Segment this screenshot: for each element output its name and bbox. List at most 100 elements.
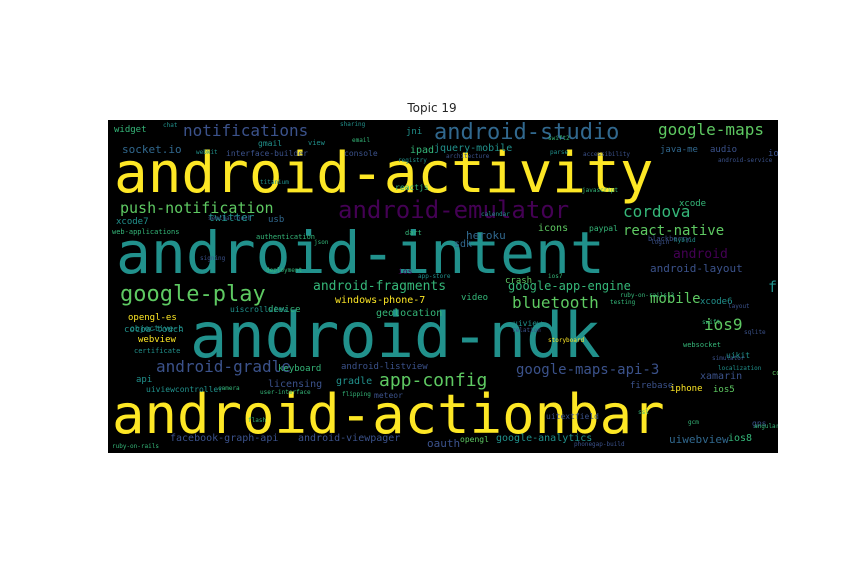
word-reactjs: reactjs — [395, 183, 429, 192]
word-objective-c: objective-c — [130, 324, 183, 333]
word-xcode: xcode — [679, 199, 707, 209]
word-heroku: heroku — [466, 229, 506, 242]
word-java-me: java-me — [660, 145, 698, 155]
word-android-emulator: android-emulator — [338, 196, 570, 224]
word-sqlite: sqlite — [744, 329, 766, 336]
word-android-small: android — [673, 247, 728, 262]
word-android-listview: android-listview — [341, 362, 428, 372]
word-authentication: authentication — [256, 233, 316, 241]
word-chat: chat — [163, 122, 178, 129]
word-crash: crash — [505, 276, 533, 286]
word-email: email — [352, 137, 371, 144]
word-console: console — [344, 149, 378, 158]
word-api: api — [136, 375, 153, 385]
word-oauth: oauth — [427, 437, 461, 450]
word-webkit: webkit — [196, 149, 218, 156]
word-javascript: javascript — [582, 187, 619, 194]
word-gradle: gradle — [336, 376, 373, 387]
word-uiscrollview: uiscrollview — [230, 305, 288, 314]
word-google-play: google-play — [120, 282, 266, 307]
word-webview: webview — [138, 335, 176, 345]
word-ipad: ipad — [410, 145, 435, 156]
word-testing: testing — [610, 299, 636, 306]
word-storyboard: storyboard — [548, 337, 585, 344]
word-android-layout: android-layout — [650, 262, 743, 275]
word-mobile: mobile — [650, 291, 701, 307]
word-sencha-touch: sencha-touch — [208, 215, 252, 222]
word-xcode7: xcode7 — [116, 217, 149, 227]
word-android-gradle: android-gradle — [156, 357, 291, 376]
word-android-viewpager: android-viewpager — [298, 433, 401, 444]
word-uikit: uikit — [726, 351, 751, 360]
word-ios9: ios9 — [704, 315, 743, 334]
word-iphone: iphone — [670, 384, 703, 394]
word-localization: localization — [718, 365, 762, 372]
word-android-activity: android-activity — [114, 141, 654, 206]
word-calendar: calendar — [481, 211, 510, 218]
word-keyboard: keyboard — [278, 364, 322, 374]
word-flash: flash — [248, 417, 267, 424]
word-uitextfield: uitextfield — [546, 412, 599, 421]
word-angularjs: angularjs — [754, 423, 778, 430]
word-gcm: gcm — [688, 419, 699, 426]
word-uiview: uiview — [513, 319, 542, 328]
word-signing: signing — [200, 255, 226, 262]
word-geolocation: geolocation — [376, 308, 443, 319]
word-ios5: ios5 — [713, 385, 735, 395]
word-cloud: android-activity android-intent android-… — [108, 120, 778, 453]
word-layout: layout — [728, 303, 750, 310]
word-titanium: titanium — [260, 179, 289, 186]
figure-title: Topic 19 — [407, 101, 457, 115]
word-app-store: app-store — [418, 273, 451, 280]
word-gps: gps — [752, 419, 767, 428]
word-usb: usb — [268, 215, 285, 225]
word-ios: ios — [398, 267, 413, 276]
word-dart: dart — [405, 229, 422, 237]
word-android-studio: android-studio — [434, 120, 620, 145]
word-jni: jni — [406, 127, 423, 137]
word-google-app-engine: google-app-engine — [508, 279, 631, 293]
word-interface-builder: interface-builder — [226, 149, 308, 158]
word-push-notification: push-notification — [120, 199, 274, 217]
word-ruby-on-rails-3: ruby-on-rails-3 — [620, 292, 675, 299]
word-paypal: paypal — [589, 224, 618, 233]
word-certificate: certificate — [134, 347, 181, 355]
word-react-native: react-native — [623, 223, 725, 239]
word-sharing: sharing — [340, 121, 366, 128]
word-blackberry: blackberry — [648, 235, 691, 243]
word-google-analytics: google-analytics — [496, 433, 593, 444]
word-video: video — [461, 293, 489, 303]
word-webscoket: websocket — [683, 341, 721, 349]
word-ios7: ios7 — [548, 273, 563, 280]
word-simulator: simulator — [712, 355, 745, 362]
word-architecture: architecture — [446, 153, 490, 160]
word-flipping: flipping — [342, 391, 371, 398]
word-facebook-graph-api: facebook-graph-api — [170, 433, 279, 444]
word-widget: widget — [114, 125, 147, 135]
word-facebook: facebook — [768, 278, 778, 296]
word-opengl-es: opengl-es — [128, 313, 177, 323]
word-cordova-plugins: cordova-plugins — [772, 369, 778, 377]
word-cordova: cordova — [623, 202, 691, 221]
word-swift: swift — [702, 319, 721, 326]
word-meteor: meteor — [374, 391, 403, 400]
word-uiviewcontroller: uiviewcontroller — [146, 385, 224, 394]
word-user-interface: user-interface — [260, 389, 311, 396]
word-android-actionbar: android-actionbar — [112, 383, 665, 446]
word-phonegap-build: phonegap-build — [574, 441, 625, 448]
word-android-intent: android-intent — [116, 219, 605, 287]
word-ionic-framework: ionic-framework — [768, 149, 778, 159]
word-uiwebview: uiwebview — [669, 433, 729, 446]
word-firebase: firebase — [630, 381, 674, 391]
word-cocoa-touch: cocoa-touch — [124, 325, 184, 335]
word-jquery-mobile: jquery-mobile — [434, 143, 513, 154]
word-relation: relation — [512, 327, 541, 334]
word-app-config: app-config — [379, 370, 488, 391]
word-twitter: twitter — [208, 211, 255, 224]
word-ruby-on-rails: ruby-on-rails — [112, 443, 159, 450]
word-google-maps: google-maps — [658, 120, 764, 139]
word-xcode6: xcode6 — [700, 297, 733, 307]
word-windows-phone-7: windows-phone-7 — [335, 295, 426, 306]
word-audio: audio — [710, 145, 738, 155]
word-hybrid: hybrid — [674, 237, 696, 244]
